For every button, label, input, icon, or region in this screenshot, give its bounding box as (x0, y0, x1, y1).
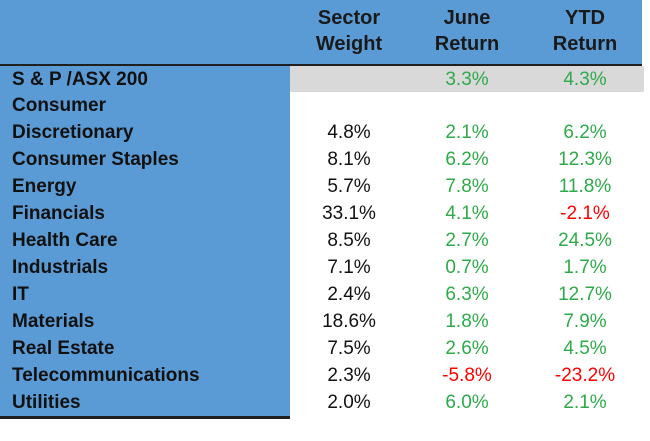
header-ytd-return: YTD Return (526, 5, 644, 57)
june-return: 1.8% (445, 311, 489, 332)
header-june-return: June Return (408, 5, 526, 57)
sector-label: Telecommunications (12, 365, 200, 386)
june-return: 6.0% (445, 392, 489, 413)
header-divider (0, 64, 642, 66)
sector-label: Utilities (12, 392, 81, 413)
sector-weight: 33.1% (322, 203, 376, 224)
header-text: Return (552, 33, 618, 55)
header-text: June (443, 7, 491, 29)
sector-label: IT (12, 284, 29, 305)
header-text: Sector (317, 7, 381, 29)
june-return: 6.3% (445, 284, 489, 305)
ytd-return: 24.5% (558, 230, 612, 251)
ytd-return: 12.7% (558, 284, 612, 305)
ytd-return: -2.1% (560, 203, 610, 224)
sector-weight: 2.0% (327, 392, 371, 413)
ytd-return: 11.8% (558, 176, 612, 197)
sector-label: Materials (12, 311, 95, 332)
sector-weight: 8.1% (327, 149, 371, 170)
sector-weight: 2.3% (327, 365, 371, 386)
ytd-return: 6.2% (563, 122, 607, 143)
sector-weight: 7.1% (327, 257, 371, 278)
sector-label: Health Care (12, 230, 118, 251)
index-row-highlight (290, 66, 644, 92)
header-text: YTD (565, 7, 605, 29)
ytd-return: 12.3% (558, 149, 612, 170)
sector-label: Real Estate (12, 338, 115, 359)
sector-weight: 7.5% (327, 338, 371, 359)
sector-label: Industrials (12, 257, 109, 278)
ytd-return: -23.2% (554, 365, 616, 386)
index-june-return: 3.3% (445, 69, 489, 90)
index-label: S & P /ASX 200 (12, 69, 148, 90)
sector-weight: 2.4% (327, 284, 371, 305)
june-return: 2.6% (445, 338, 489, 359)
sector-weight: 18.6% (322, 311, 376, 332)
index-ytd-return: 4.3% (563, 69, 607, 90)
ytd-return: 7.9% (563, 311, 607, 332)
header-text: Weight (315, 33, 383, 55)
ytd-return: 2.1% (563, 392, 607, 413)
june-return: 0.7% (445, 257, 489, 278)
header-sector-weight: Sector Weight (290, 5, 408, 57)
sector-label: Consumer (12, 95, 106, 116)
sector-weight: 8.5% (327, 230, 371, 251)
header-text: Return (434, 33, 500, 55)
june-return: 6.2% (445, 149, 489, 170)
june-return: 2.7% (445, 230, 489, 251)
june-return: -5.8% (442, 365, 492, 386)
bottom-divider (0, 416, 290, 419)
sector-weight: 5.7% (327, 176, 371, 197)
table-header: Sector Weight June Return YTD Return (0, 0, 642, 64)
sector-label: Financials (12, 203, 105, 224)
june-return: 4.1% (445, 203, 489, 224)
june-return: 2.1% (445, 122, 489, 143)
label-column (0, 66, 290, 416)
ytd-return: 1.7% (563, 257, 607, 278)
ytd-return: 4.5% (563, 338, 607, 359)
sector-label: Consumer Staples (12, 149, 179, 170)
sector-weight: 4.8% (327, 122, 371, 143)
sector-label: Energy (12, 176, 77, 197)
sector-label: Discretionary (12, 122, 134, 143)
june-return: 7.8% (445, 176, 489, 197)
